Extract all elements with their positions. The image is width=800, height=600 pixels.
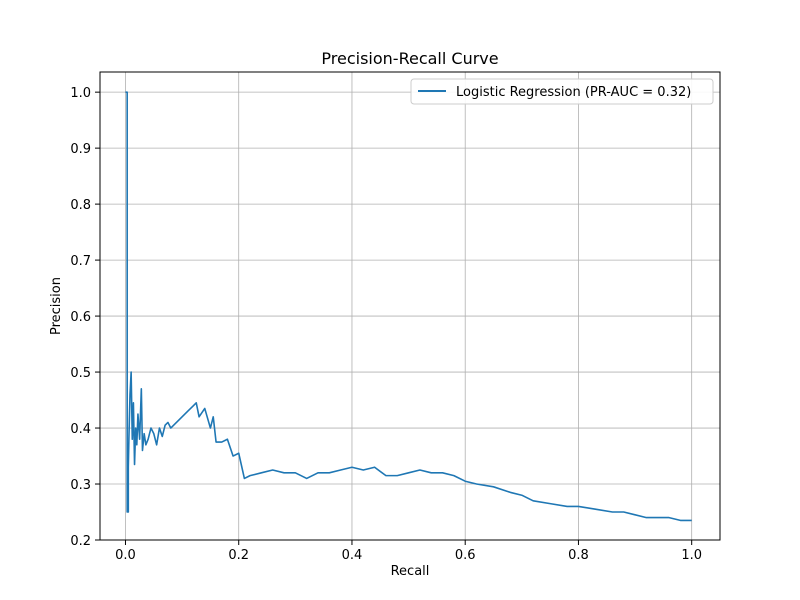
x-tick-label: 0.0 [115,548,136,563]
y-tick-label: 0.7 [70,254,91,269]
grid-lines [100,72,720,541]
y-tick-label: 0.9 [70,142,91,157]
y-axis-title: Precision [49,277,64,335]
x-tick-label: 0.8 [568,548,589,563]
series-layer [125,91,692,522]
x-tick-label: 0.2 [228,548,249,563]
x-tick-label: 0.6 [455,548,476,563]
x-axis-title: Recall [391,564,430,579]
y-axis: 0.2 0.3 0.4 0.5 0.6 0.7 0.8 0.9 1.0 [70,86,100,549]
y-tick-label: 0.5 [70,366,91,381]
legend: Logistic Regression (PR-AUC = 0.32) [410,78,714,105]
x-tick-label: 1.0 [681,548,702,563]
y-tick-label: 1.0 [70,86,91,101]
y-tick-label: 0.6 [70,310,91,325]
x-tick-label: 0.4 [342,548,363,563]
series-line [125,91,692,522]
y-tick-label: 0.3 [70,478,91,493]
y-tick-label: 0.4 [70,422,91,437]
y-tick-label: 0.2 [70,534,91,549]
legend-box [410,78,714,105]
chart-title: Precision-Recall Curve [321,49,498,68]
y-tick-label: 0.8 [70,198,91,213]
legend-entry-label: Logistic Regression (PR-AUC = 0.32) [456,85,691,100]
x-axis: 0.0 0.2 0.4 0.6 0.8 1.0 [115,540,702,563]
plot-frame [99,71,721,541]
